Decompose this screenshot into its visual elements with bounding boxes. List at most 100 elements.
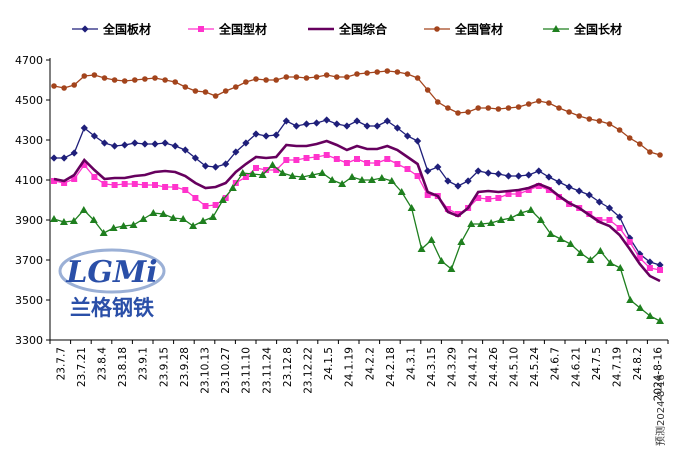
x-tick-label: 24.4.26 [488,347,500,387]
data-point [424,167,432,175]
data-point [596,247,605,254]
data-point [497,216,506,223]
data-point [242,174,249,180]
data-point [546,100,552,106]
data-point [363,122,371,130]
data-point [374,160,381,166]
data-point [273,167,280,173]
data-point [535,167,543,175]
data-point [414,75,421,81]
data-point [292,122,300,130]
data-point [596,118,603,124]
data-point [457,238,466,245]
data-point [323,116,331,124]
data-point [525,187,532,193]
forecast-note: 预测2024-8-16 [654,374,667,446]
data-point [585,191,593,199]
x-tick-label: 24.5.10 [509,347,521,387]
data-point [80,124,88,132]
data-point [272,131,280,139]
data-point [626,135,633,141]
data-point [293,157,300,163]
legend-marker [198,26,204,32]
data-point [424,87,431,93]
x-axis-labels: 23.7.7 23.7.21 23.8.4 23.8.18 23.9.1 23.9.15 2… [55,347,664,402]
data-point [303,75,310,81]
data-point [637,141,643,147]
data-point [152,75,158,81]
data-point [161,139,169,147]
data-point [69,217,78,224]
data-point [555,178,563,186]
data-point [586,256,595,263]
series-3 [51,68,663,158]
x-tick-label: 23.8.4 [97,347,109,381]
data-point [657,152,663,158]
legend-label: 全国型材 [218,22,267,37]
data-point [288,172,297,179]
data-point [131,181,138,187]
data-point [89,216,98,223]
legend-item-2: 全国综合 [308,22,388,37]
x-tick-label: 24.2.2 [364,347,376,380]
data-point [132,77,138,83]
series-4 [50,161,664,324]
data-point [477,220,486,227]
x-tick-label: 23.11.10 [241,347,253,394]
x-tick-label: 24.3.29 [447,347,459,387]
data-point [111,77,118,83]
data-point [91,72,98,78]
data-point [566,109,572,115]
series-line [53,154,661,271]
data-point [293,74,300,80]
data-point [394,69,401,75]
y-tick-label: 3900 [15,214,43,227]
legend-item-4: 全国长材 [543,22,622,37]
legend-marker [434,26,440,32]
chart-axes: 3300 3500 3700 3900 4100 4300 4500 4700 [15,54,669,347]
data-point [189,222,198,229]
data-point [605,204,614,212]
logo-ring [58,248,166,294]
x-tick-label: 24.7.5 [591,347,603,380]
data-point [354,156,360,162]
data-point [71,82,77,88]
legend-label: 全国管材 [454,22,503,37]
data-point [202,203,209,209]
data-point [576,113,582,119]
data-point [222,160,230,168]
series-line [53,139,661,283]
data-point [202,89,209,95]
data-point [90,132,98,140]
data-point [454,182,462,190]
data-point [404,71,411,77]
data-point [606,217,613,223]
data-point [253,165,259,171]
data-point [308,171,317,178]
x-tick-label: 23.12.22 [303,347,315,394]
data-point [334,74,340,80]
x-tick-label: 24.7.19 [612,347,624,387]
data-point [212,202,219,208]
data-point [484,169,492,177]
data-point [485,105,492,111]
data-point [61,180,68,186]
lgmi-logo: LGMi 兰格钢铁 [58,248,166,320]
data-point [318,169,327,176]
data-point [263,167,270,173]
data-point [646,265,653,271]
data-point [626,296,635,303]
data-point [121,141,129,149]
data-point [182,84,189,90]
data-point [394,161,401,167]
data-point [212,93,219,99]
data-point [152,182,158,188]
data-point [81,73,88,79]
data-point [162,184,169,190]
data-point [616,225,623,231]
data-point [252,130,260,138]
x-tick-label: 24.6.7 [550,347,562,380]
data-point [646,258,654,266]
data-point [506,214,515,221]
y-tick-label: 4700 [15,54,43,67]
